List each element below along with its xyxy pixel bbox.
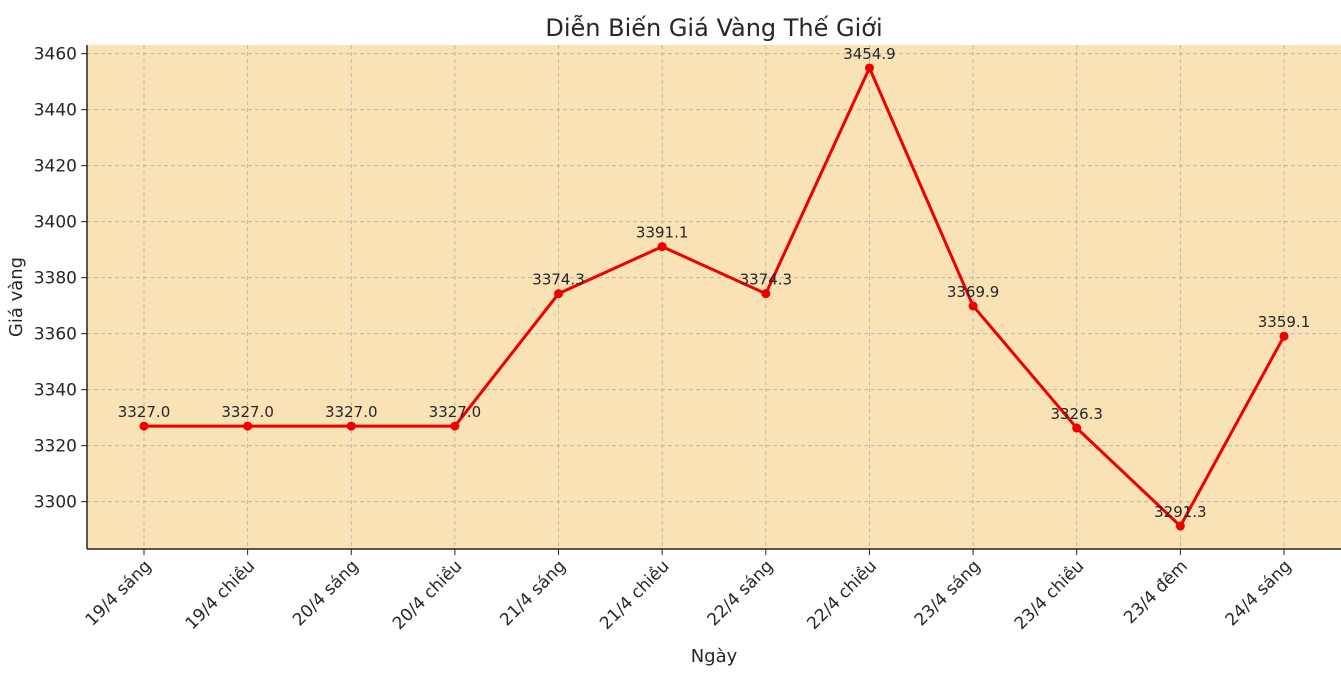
value-label: 3327.0 (325, 403, 378, 421)
line (144, 64, 1286, 529)
y-tick-label: 3380 (34, 269, 77, 289)
point (864, 63, 874, 73)
point (139, 421, 149, 431)
value-label: 3327.0 (429, 403, 482, 421)
value-label: 3374.3 (740, 271, 793, 289)
y-axis-label: Giá vàng (6, 257, 27, 337)
x-tick-label: 21/4 sáng (496, 556, 570, 630)
value-label: 3391.1 (636, 224, 689, 242)
value-label: 3327.0 (221, 403, 274, 421)
x-tick-label: 22/4 chiều (803, 556, 881, 634)
x-tick-label: 23/4 chiều (1010, 556, 1088, 634)
value-label: 3359.1 (1258, 313, 1311, 331)
x-tick-label: 19/4 chiều (181, 556, 259, 634)
value-label: 3369.9 (947, 283, 1000, 301)
point (657, 242, 667, 252)
y-tick-label: 3320 (34, 437, 77, 457)
x-tick-label: 23/4 đêm (1120, 556, 1192, 628)
x-axis-label: Ngày (691, 646, 738, 667)
x-tick-label: 24/4 sáng (1222, 556, 1296, 630)
y-tick-label: 3360 (34, 325, 77, 345)
point (1175, 521, 1185, 531)
x-tick-label: 20/4 chiều (388, 556, 466, 634)
point (1279, 331, 1289, 341)
x-tick-label: 20/4 sáng (289, 556, 363, 630)
point (450, 421, 460, 431)
value-label: 3326.3 (1050, 405, 1103, 423)
value-label: 3291.3 (1154, 503, 1207, 521)
x-tick-label: 21/4 chiều (595, 556, 673, 634)
y-tick-label: 3460 (34, 45, 77, 65)
y-tick-label: 3420 (34, 157, 77, 177)
point (554, 289, 564, 299)
point (761, 289, 771, 299)
point (1072, 423, 1082, 433)
point (346, 421, 356, 431)
point (968, 301, 978, 311)
y-tick-label: 3440 (34, 101, 77, 121)
x-tick-label: 23/4 sáng (911, 556, 985, 630)
chart-title: Diễn Biến Giá Vàng Thế Giới (545, 13, 882, 42)
value-label: 3327.0 (118, 403, 171, 421)
y-tick-label: 3340 (34, 381, 77, 401)
x-tick-label: 19/4 sáng (82, 556, 156, 630)
plot-background (87, 45, 1341, 549)
value-label: 3454.9 (843, 45, 896, 63)
point (243, 421, 253, 431)
y-tick-label: 3400 (34, 213, 77, 233)
y-tick-label: 3300 (34, 493, 77, 513)
value-label: 3374.3 (532, 271, 585, 289)
x-tick-label: 22/4 sáng (704, 556, 778, 630)
